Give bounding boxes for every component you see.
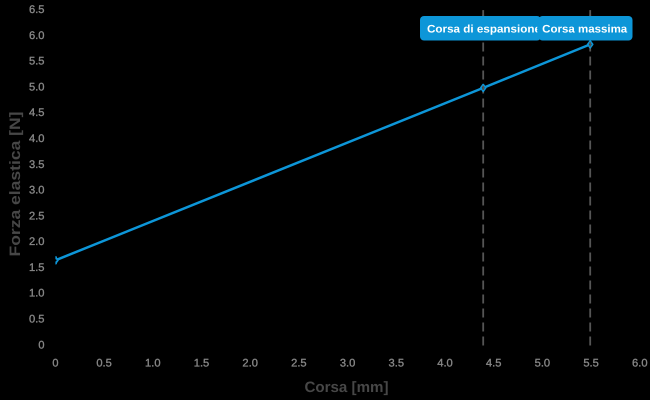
svg-text:4.5: 4.5 xyxy=(486,358,502,370)
svg-text:6.0: 6.0 xyxy=(632,358,648,370)
svg-text:3.0: 3.0 xyxy=(29,185,45,197)
svg-text:2.0: 2.0 xyxy=(242,358,258,370)
svg-text:0: 0 xyxy=(52,358,58,370)
svg-text:2.0: 2.0 xyxy=(29,236,45,248)
svg-text:6.5: 6.5 xyxy=(29,4,45,16)
svg-text:5.0: 5.0 xyxy=(29,81,45,93)
svg-text:3.5: 3.5 xyxy=(389,358,405,370)
svg-text:4.5: 4.5 xyxy=(29,107,45,119)
svg-text:0: 0 xyxy=(38,339,44,351)
svg-text:5.0: 5.0 xyxy=(535,358,551,370)
svg-text:3.5: 3.5 xyxy=(29,159,45,171)
svg-text:1.5: 1.5 xyxy=(29,262,45,274)
svg-text:6.0: 6.0 xyxy=(29,30,45,42)
svg-text:1.0: 1.0 xyxy=(29,288,45,300)
svg-text:Forza elastica [N]: Forza elastica [N] xyxy=(7,112,24,257)
svg-text:0.5: 0.5 xyxy=(29,314,45,326)
svg-text:5.5: 5.5 xyxy=(29,56,45,68)
svg-text:5.5: 5.5 xyxy=(583,358,599,370)
svg-text:2.5: 2.5 xyxy=(291,358,307,370)
svg-text:0.5: 0.5 xyxy=(96,358,112,370)
svg-text:1.0: 1.0 xyxy=(145,358,161,370)
svg-text:3.0: 3.0 xyxy=(340,358,356,370)
svg-text:4.0: 4.0 xyxy=(29,133,45,145)
svg-text:Corsa [mm]: Corsa [mm] xyxy=(305,379,389,396)
svg-text:Corsa di espansione: Corsa di espansione xyxy=(427,23,541,35)
svg-text:4.0: 4.0 xyxy=(437,358,453,370)
svg-text:Corsa massima: Corsa massima xyxy=(542,23,628,35)
svg-text:2.5: 2.5 xyxy=(29,210,45,222)
svg-text:1.5: 1.5 xyxy=(194,358,210,370)
